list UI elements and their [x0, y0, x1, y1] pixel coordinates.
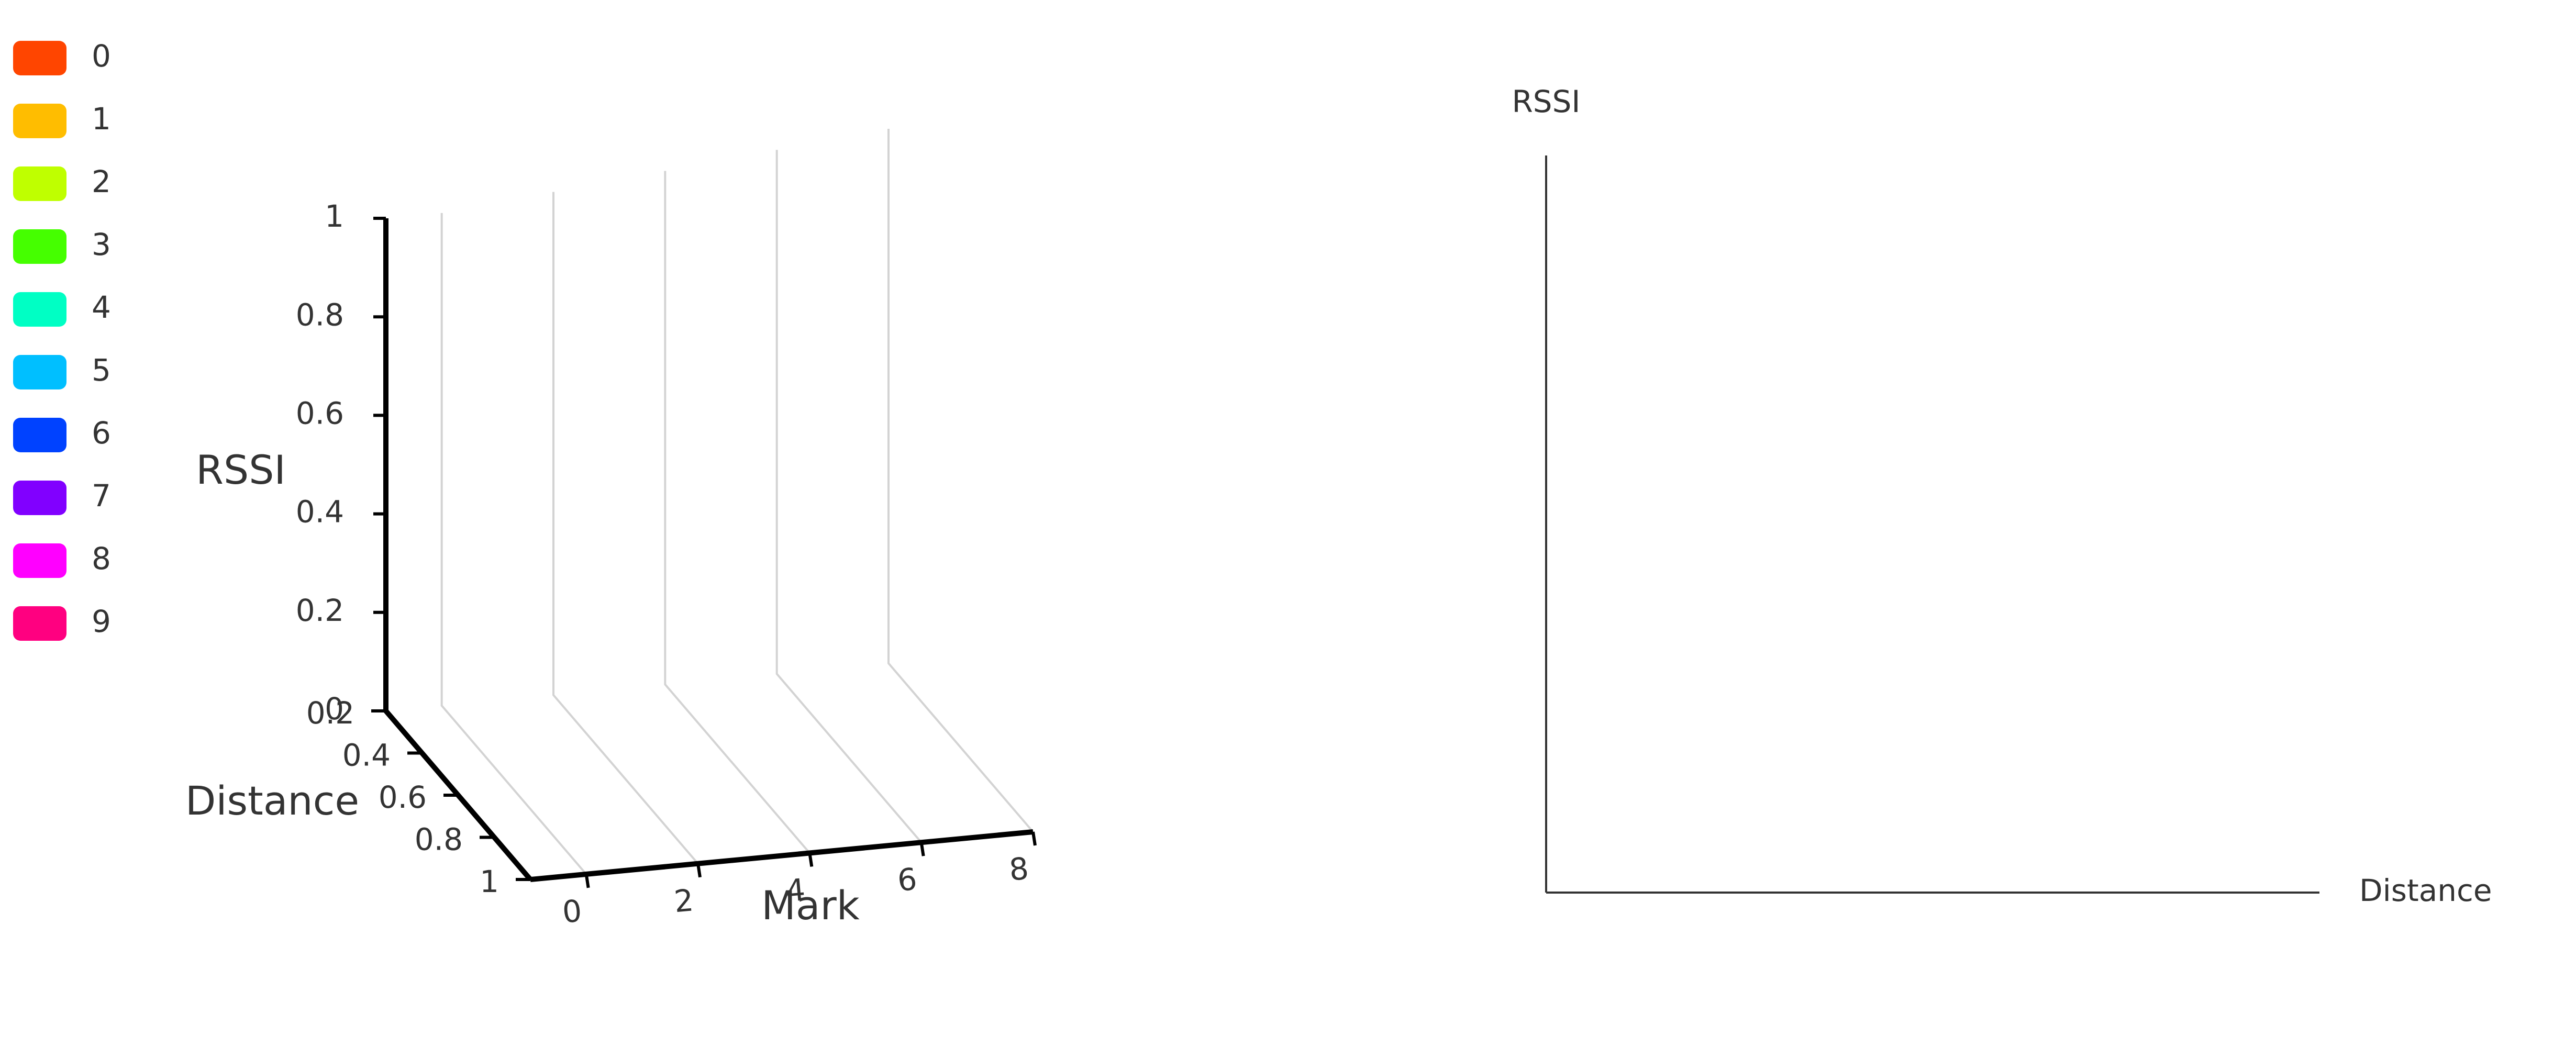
z-tick-label: 0 [325, 691, 344, 727]
y-tick-label: 0.2 [306, 695, 354, 731]
x-tick-label: 2 [673, 882, 695, 919]
grid-line [664, 171, 810, 854]
x-tick [1031, 831, 1037, 846]
legend-swatch-2[interactable] [13, 166, 66, 201]
legend-swatch-8[interactable] [13, 543, 66, 578]
z-tick-label: 0.8 [296, 297, 344, 332]
legend-swatch-6[interactable] [13, 418, 66, 452]
grid-line [552, 192, 699, 864]
x-axis-label: Mark [761, 882, 859, 929]
grid-line [440, 213, 587, 875]
tick-labels-3d: 00.20.40.60.810.20.40.60.810 2 4 6 8 [296, 198, 1037, 930]
z-tick-label: 0.4 [296, 494, 344, 530]
y-tick-label: 0.6 [379, 779, 427, 815]
legend-label-5[interactable]: 5 [92, 352, 111, 388]
legend-swatch-4[interactable] [13, 292, 66, 327]
legend-swatch-9[interactable] [13, 606, 66, 641]
x-axis-line [530, 829, 1034, 882]
legend-label-6[interactable]: 6 [92, 415, 111, 451]
legend-swatch-3[interactable] [13, 229, 66, 264]
x-axis-label-2d: Distance [2359, 873, 2492, 908]
x-tick-label: 8 [1008, 851, 1030, 888]
z-tick-label: 1 [325, 198, 344, 234]
x-tick [584, 874, 590, 888]
x-tick-label: 6 [896, 861, 918, 898]
x-tick-label: 4 [784, 872, 807, 909]
y-tick-label: 0.8 [415, 822, 463, 857]
x-tick [808, 852, 814, 867]
legend-label-0[interactable]: 0 [92, 38, 111, 74]
chart-2d: RSSI Distance [1512, 84, 2492, 908]
legend-swatch-1[interactable] [13, 104, 66, 138]
grid-lines [440, 129, 1034, 875]
legend-label-3[interactable]: 3 [92, 227, 111, 262]
z-axis-label: RSSI [196, 447, 286, 493]
legend-swatch-7[interactable] [13, 481, 66, 515]
x-tick [919, 842, 925, 856]
x-tick-label: 0 [561, 893, 583, 930]
y-tick-label: 0.4 [342, 738, 391, 773]
y-axis-label: Distance [185, 777, 359, 824]
legend-label-2[interactable]: 2 [92, 164, 111, 199]
legend-label-1[interactable]: 1 [92, 101, 111, 137]
legend-swatch-5[interactable] [13, 355, 66, 389]
legend-label-7[interactable]: 7 [92, 478, 111, 514]
y-tick-label: 1 [480, 864, 499, 899]
z-tick-label: 0.6 [296, 396, 344, 431]
z-tick-label: 0.2 [296, 593, 344, 628]
grid-line [887, 129, 1034, 833]
legend-label-8[interactable]: 8 [92, 541, 111, 576]
legend: 0 1 2 3 4 5 6 7 8 9 [13, 38, 111, 641]
chart-3d: 00.20.40.60.810.20.40.60.810 2 4 6 8 RSSI Di… [185, 129, 1037, 930]
legend-label-9[interactable]: 9 [92, 604, 111, 639]
grid-line [775, 150, 923, 843]
y-axis-label-2d: RSSI [1512, 84, 1580, 119]
legend-label-4[interactable]: 4 [92, 289, 111, 325]
axes-3d [383, 218, 1034, 882]
x-tick [696, 863, 702, 878]
legend-swatch-0[interactable] [13, 41, 66, 75]
